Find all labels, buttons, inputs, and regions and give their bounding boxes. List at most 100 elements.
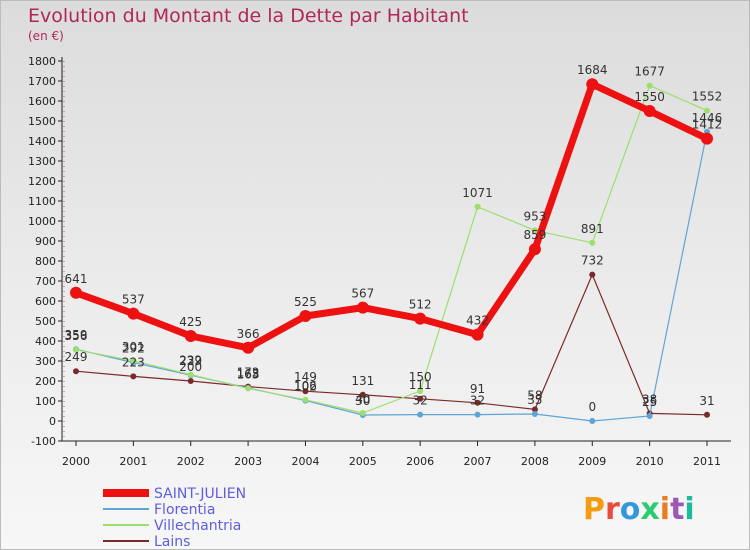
data-point-villechantria: [646, 82, 653, 89]
data-point-villechantria: [704, 107, 710, 114]
proxiti-logo: Proxiti: [583, 492, 695, 527]
y-tick-label: 1400: [28, 135, 56, 148]
data-label-lains: 111: [409, 378, 432, 392]
y-tick-label: 0: [49, 415, 56, 428]
x-tick-label: 2010: [636, 455, 664, 468]
data-point-florentia: [417, 411, 424, 418]
x-tick-label: 2007: [464, 455, 492, 468]
data-label-lains: 249: [65, 350, 88, 364]
data-label-lains: 131: [351, 374, 374, 388]
y-tick-label: 500: [35, 315, 56, 328]
logo-letter: i: [660, 492, 670, 527]
legend-label-florentia: Florentia: [154, 502, 215, 518]
data-label-saint-julien: 1412: [692, 118, 723, 132]
series-line-lains: [75, 274, 708, 416]
data-label-florentia: 165: [237, 367, 260, 381]
y-tick-label: 200: [35, 375, 56, 388]
series-line-florentia: [75, 131, 708, 422]
x-tick-label: 2001: [119, 455, 147, 468]
y-tick-label: 100: [35, 395, 56, 408]
data-label-saint-julien: 567: [351, 287, 374, 301]
y-tick-label: 1500: [28, 115, 56, 128]
x-tick-label: 2003: [234, 455, 262, 468]
logo-letter: i: [684, 492, 694, 527]
data-point-lains: [302, 388, 309, 395]
logo-letter: t: [670, 492, 684, 527]
data-point-villechantria: [245, 385, 252, 392]
data-label-florentia: 1446: [692, 111, 723, 125]
data-point-villechantria: [302, 396, 309, 403]
data-point-florentia: [646, 413, 653, 419]
data-point-saint-julien: [643, 105, 656, 117]
data-point-saint-julien: [356, 301, 369, 314]
data-label-lains: 200: [179, 360, 202, 374]
logo-letter: o: [620, 492, 641, 527]
y-tick-label: 300: [35, 355, 56, 368]
logo-letter: r: [605, 492, 620, 527]
data-label-lains: 149: [294, 370, 317, 384]
data-point-florentia: [531, 411, 538, 417]
data-label-florentia: 25: [642, 395, 657, 409]
data-point-florentia: [474, 411, 481, 418]
logo-letter: P: [583, 492, 605, 527]
y-tick-label: 1600: [28, 95, 56, 108]
data-label-villechantria: 891: [581, 222, 604, 236]
y-tick-label: 900: [35, 235, 56, 248]
data-point-saint-julien: [184, 330, 197, 342]
data-point-saint-julien: [414, 312, 427, 325]
legend-label-lains: Lains: [154, 534, 190, 549]
y-tick-label: 600: [35, 295, 56, 308]
y-tick-label: 1800: [28, 55, 56, 68]
y-tick-label: 800: [35, 255, 56, 268]
series-line-villechantria: [75, 84, 708, 414]
data-label-saint-julien: 425: [179, 315, 202, 329]
x-tick-label: 2008: [521, 455, 549, 468]
data-label-saint-julien: 859: [523, 228, 546, 242]
data-label-saint-julien: 641: [65, 272, 88, 286]
x-tick-label: 2006: [406, 455, 434, 468]
data-label-saint-julien: 1684: [577, 63, 608, 77]
data-point-saint-julien: [471, 328, 484, 341]
data-label-florentia: 35: [527, 393, 542, 407]
data-label-lains: 732: [581, 254, 604, 268]
data-point-villechantria: [187, 371, 194, 378]
y-tick-label: 700: [35, 275, 56, 288]
data-point-lains: [73, 368, 79, 375]
data-label-saint-julien: 537: [122, 293, 145, 307]
data-label-lains: 58: [527, 388, 542, 402]
data-label-florentia: 30: [355, 394, 370, 408]
data-label-villechantria: 106: [294, 379, 317, 393]
data-label-florentia: 32: [413, 394, 428, 408]
data-label-saint-julien: 525: [294, 295, 317, 309]
y-tick-label: 1100: [28, 195, 56, 208]
data-point-saint-julien: [299, 310, 312, 322]
data-label-villechantria: 953: [523, 209, 546, 223]
data-label-saint-julien: 432: [466, 314, 489, 328]
data-point-villechantria: [589, 239, 596, 246]
y-tick-label: 1700: [28, 75, 56, 88]
data-label-villechantria: 150: [409, 370, 432, 384]
data-label-lains: 38: [642, 392, 657, 406]
data-point-saint-julien: [127, 307, 140, 320]
data-point-lains: [417, 395, 424, 402]
data-label-saint-julien: 366: [237, 327, 260, 341]
chart-title: Evolution du Montant de la Dette par Hab…: [28, 5, 469, 27]
data-label-villechantria: 163: [237, 367, 260, 381]
data-point-villechantria: [130, 357, 137, 364]
data-label-florentia: 0: [588, 400, 596, 414]
data-point-lains: [474, 399, 481, 406]
data-label-saint-julien: 512: [409, 298, 432, 312]
data-label-saint-julien: 1550: [634, 90, 665, 104]
data-point-villechantria: [359, 410, 366, 416]
data-label-florentia: 359: [65, 328, 88, 342]
data-point-villechantria: [417, 388, 424, 394]
data-label-villechantria: 232: [179, 354, 202, 368]
y-tick-label: 400: [35, 335, 56, 348]
data-point-lains: [531, 406, 538, 413]
x-tick-label: 2004: [291, 455, 319, 468]
data-point-lains: [589, 271, 596, 278]
data-label-villechantria: 1677: [634, 65, 665, 79]
x-tick-label: 2011: [693, 455, 721, 468]
